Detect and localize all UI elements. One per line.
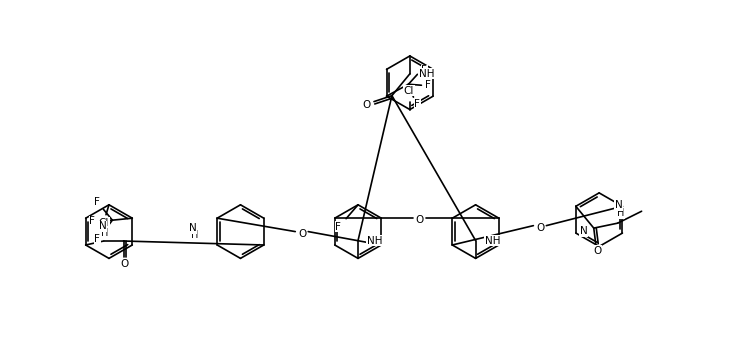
Text: H: H [191, 230, 199, 240]
Text: N: N [580, 226, 587, 236]
Text: F: F [415, 99, 421, 109]
Text: F: F [425, 80, 431, 90]
Text: O: O [362, 100, 370, 110]
Text: F: F [421, 66, 427, 75]
Text: NH: NH [367, 236, 382, 246]
Text: O: O [415, 215, 424, 225]
Text: O: O [120, 259, 128, 269]
Text: H: H [101, 228, 108, 238]
Text: H: H [617, 208, 624, 218]
Text: F: F [89, 216, 95, 226]
Text: Cl: Cl [404, 86, 414, 96]
Text: N: N [189, 223, 196, 233]
Text: NH: NH [485, 236, 500, 246]
Text: N: N [99, 221, 106, 231]
Text: N: N [615, 200, 623, 210]
Text: F: F [94, 197, 100, 207]
Text: NH: NH [418, 69, 434, 79]
Text: F: F [94, 234, 100, 244]
Text: O: O [298, 228, 306, 238]
Text: F: F [335, 222, 341, 232]
Text: O: O [537, 223, 545, 233]
Text: Cl: Cl [99, 218, 109, 228]
Text: O: O [593, 246, 602, 256]
